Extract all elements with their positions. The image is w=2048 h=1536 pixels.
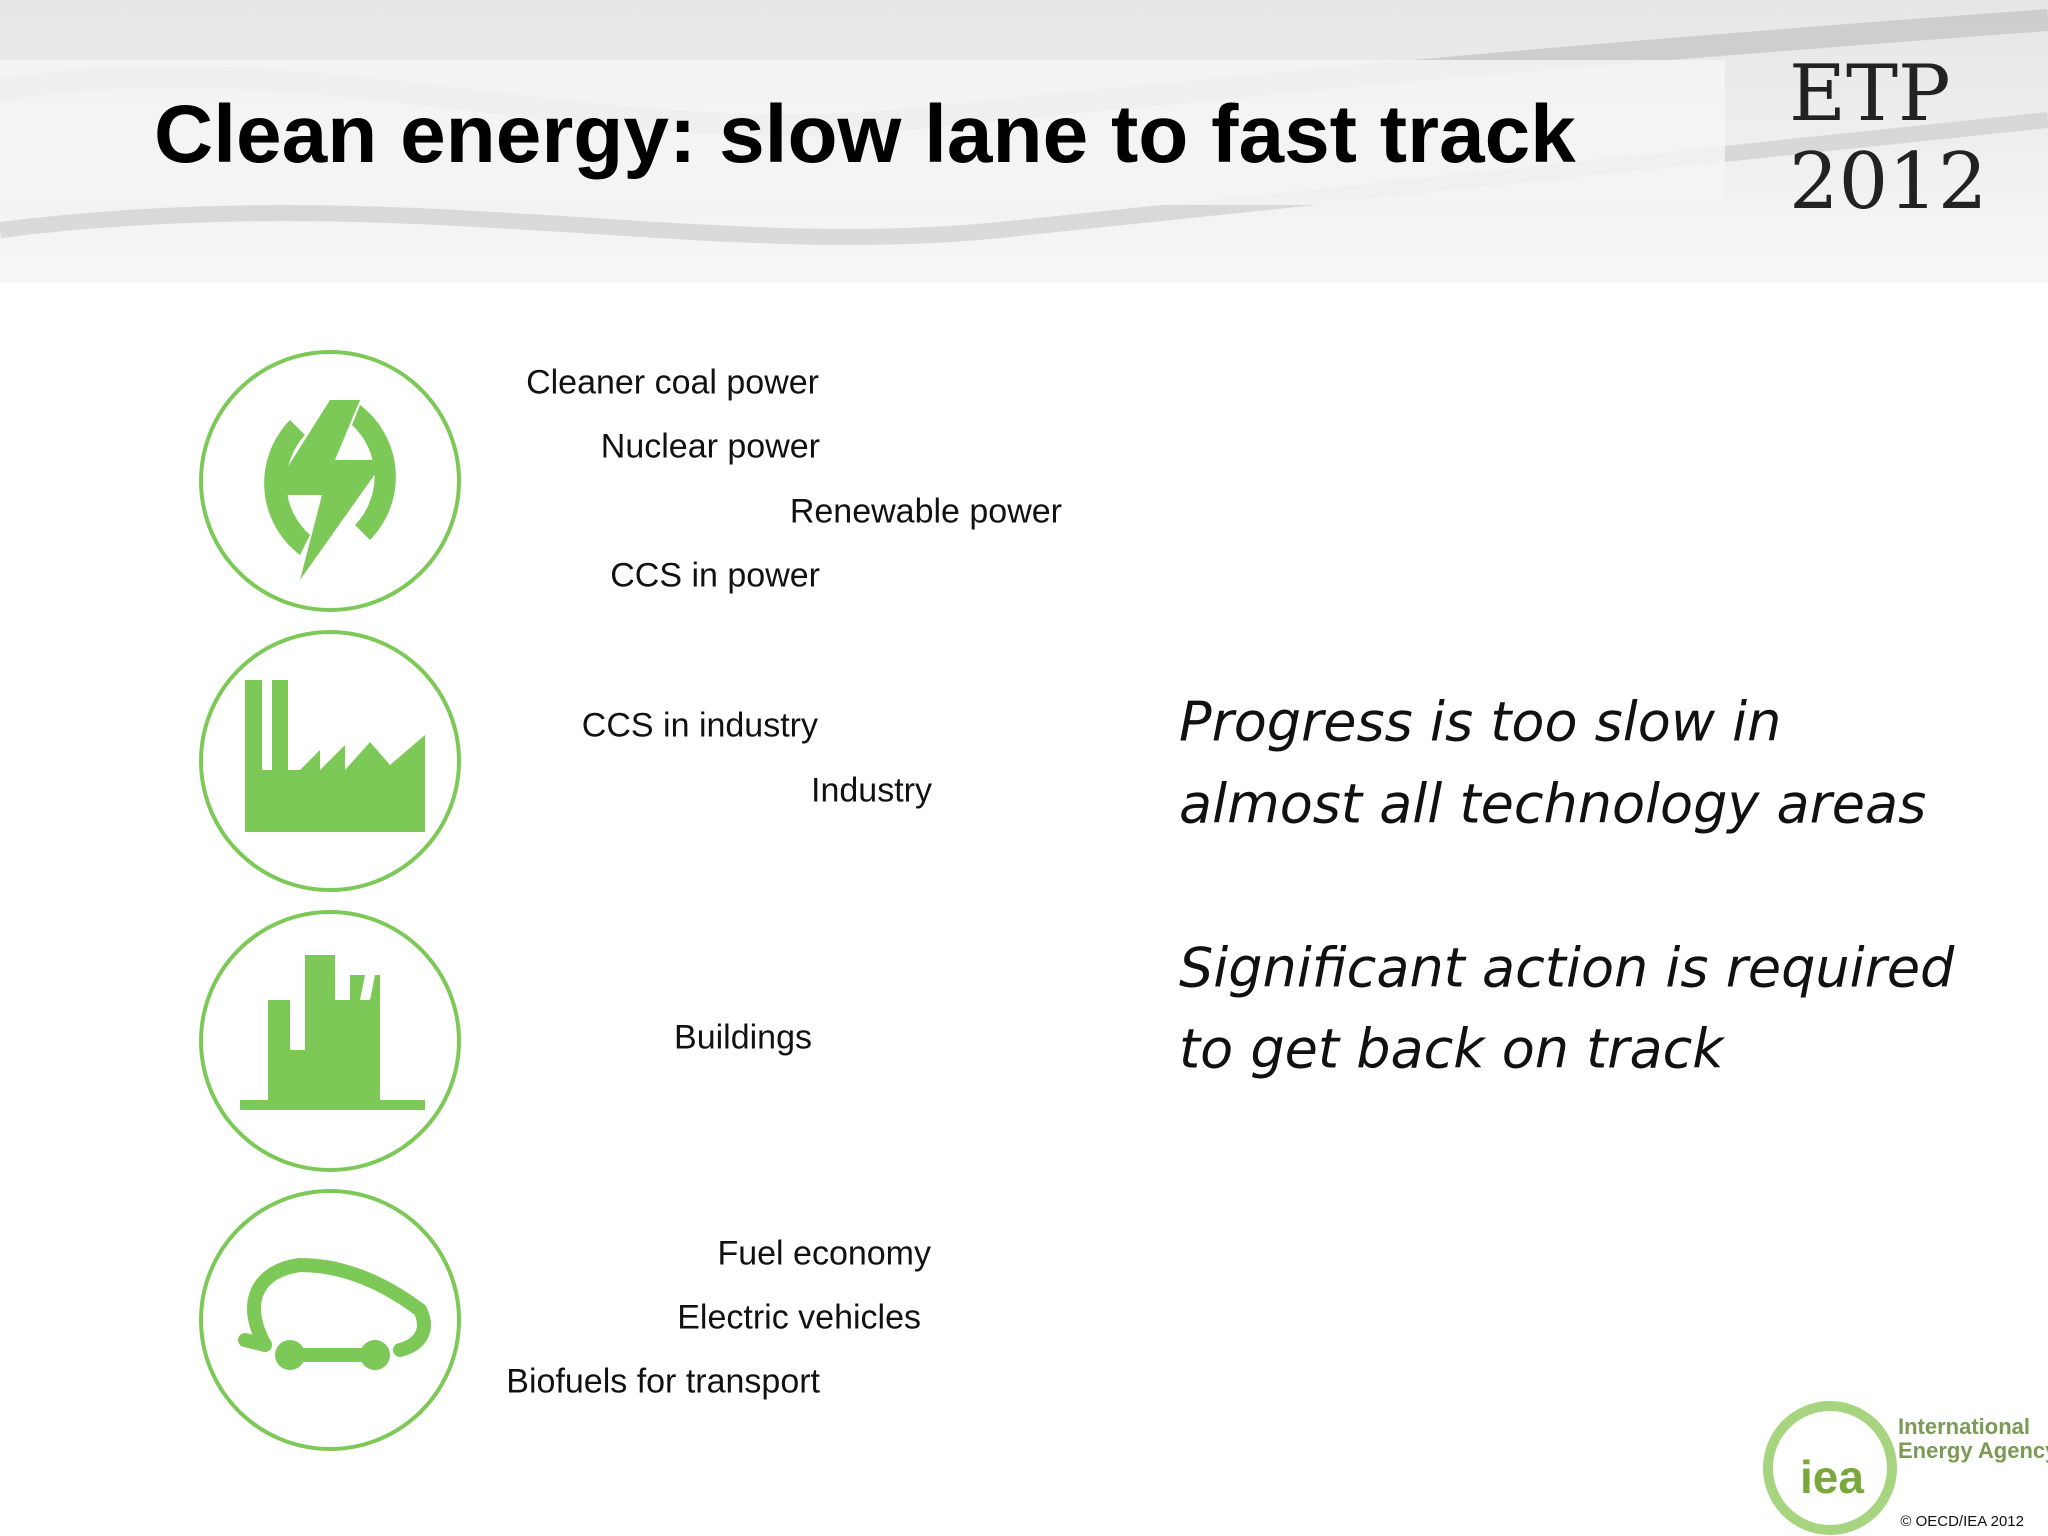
title: Clean energy: slow lane to fast track	[154, 89, 1576, 180]
statement-line: almost all technology areas	[1179, 772, 1927, 836]
logo-mark: iea	[1800, 1451, 1864, 1503]
title-box	[0, 60, 1725, 205]
tech-label: Biofuels for transport	[506, 1362, 820, 1401]
icon-transport	[199, 1189, 461, 1451]
logo-ring	[1763, 1401, 1897, 1535]
icon-buildings	[199, 910, 461, 1172]
statement-line: Progress is too slow in	[1179, 690, 1782, 754]
bolt	[270, 400, 385, 580]
tech-label: Renewable power	[789, 492, 1062, 531]
badge-etp: ETP	[1789, 49, 1951, 139]
tech-label: Electric vehicles	[677, 1298, 921, 1337]
wheel	[275, 1340, 305, 1370]
car-plug	[238, 1333, 272, 1352]
badge-year: 2012	[1789, 137, 1988, 227]
car-body	[247, 1257, 431, 1357]
statement-line: Significant action is required	[1179, 936, 1955, 1000]
icon-power	[199, 350, 461, 612]
icon-industry	[199, 630, 461, 892]
wheel	[360, 1340, 390, 1370]
copyright: © OECD/IEA 2012	[1900, 1513, 2024, 1530]
tech-label: Cleaner coal power	[526, 363, 819, 402]
buildings	[240, 955, 425, 1110]
tech-label: CCS in industry	[581, 706, 818, 745]
logo-name: International	[1898, 1414, 2031, 1439]
factory	[245, 680, 425, 832]
tech-label: Industry	[811, 771, 932, 810]
tech-label: Nuclear power	[600, 427, 820, 466]
statement-line: to get back on track	[1179, 1017, 1724, 1081]
tech-label: Buildings	[674, 1018, 812, 1057]
power-ring	[264, 405, 396, 555]
tech-label: Fuel economy	[717, 1234, 931, 1273]
tech-label: CCS in power	[610, 556, 820, 595]
logo-name: Energy Agency	[1898, 1438, 2048, 1463]
